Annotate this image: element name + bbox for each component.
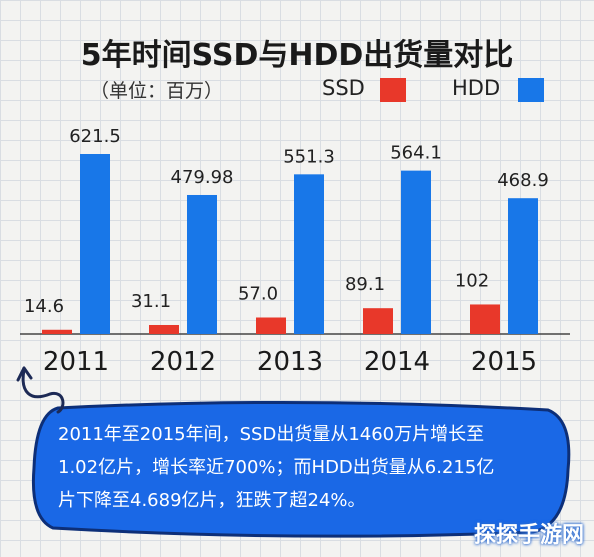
data-label-ssd-2012: 31.1 (131, 291, 171, 312)
x-tick-label-2011: 2011 (43, 347, 109, 377)
data-label-hdd-2015: 468.9 (497, 170, 549, 191)
bar-ssd-2011 (42, 329, 72, 334)
callout-line-2: 1.02亿片，增长率近700%；而HDD出货量从6.215亿 (58, 457, 495, 478)
callout-line-1: 2011年至2015年间，SSD出货量从1460万片增长至 (58, 424, 485, 445)
data-label-hdd-2013: 551.3 (283, 146, 335, 167)
x-tick-label-2012: 2012 (150, 347, 216, 377)
legend-label-ssd: SSD (322, 76, 365, 100)
data-label-ssd-2015: 102 (455, 270, 489, 291)
bar-hdd-2012 (187, 194, 217, 334)
bar-ssd-2013 (256, 317, 286, 334)
callout-line-3: 片下降至4.689亿片，狂跌了超24%。 (58, 490, 366, 511)
bar-hdd-2013 (294, 174, 324, 334)
data-label-ssd-2013: 57.0 (238, 283, 278, 304)
callout-pointer-arrow (16, 366, 65, 414)
data-label-ssd-2014: 89.1 (345, 274, 385, 295)
bar-ssd-2015 (470, 304, 500, 334)
bar-ssd-2014 (363, 308, 393, 334)
data-label-hdd-2014: 564.1 (390, 143, 442, 164)
x-tick-label-2015: 2015 (471, 347, 537, 377)
legend-swatch-hdd (518, 78, 544, 102)
legend-swatch-ssd (380, 78, 406, 102)
x-tick-label-2014: 2014 (364, 347, 430, 377)
callout-text: 2011年至2015年间，SSD出货量从1460万片增长至 1.02亿片，增长率… (58, 418, 558, 517)
chart-title: 5年时间SSD与HDD出货量对比 (80, 38, 514, 73)
bar-hdd-2015 (508, 198, 538, 334)
data-label-ssd-2011: 14.6 (24, 296, 64, 317)
bar-hdd-2014 (401, 170, 431, 334)
unit-label: （单位：百万） (90, 80, 224, 102)
data-label-hdd-2012: 479.98 (171, 167, 234, 188)
bar-ssd-2012 (149, 324, 179, 334)
x-tick-label-2013: 2013 (257, 347, 323, 377)
callout-bubble (31, 400, 571, 538)
data-label-hdd-2011: 621.5 (69, 126, 121, 147)
legend-label-hdd: HDD (452, 76, 501, 100)
bar-hdd-2011 (80, 154, 110, 334)
watermark-logo: 探探手游网 (473, 523, 584, 548)
